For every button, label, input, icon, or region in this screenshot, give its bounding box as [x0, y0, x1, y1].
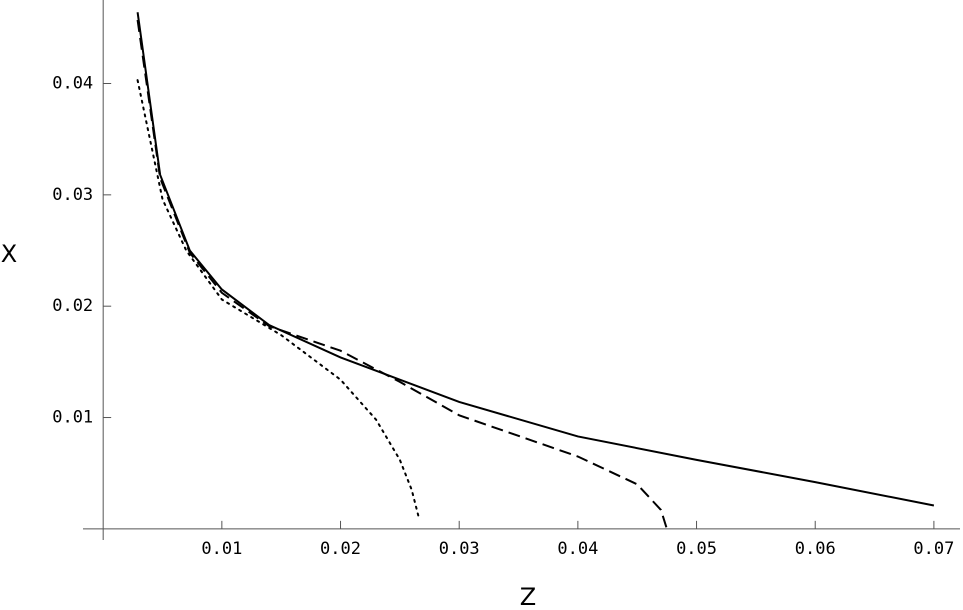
x-axis-title: Z: [520, 583, 536, 610]
x-tick-label: 0.04: [557, 539, 598, 559]
series-line: [136, 79, 420, 519]
x-tick-label: 0.05: [676, 539, 717, 559]
y-tick-label: 0.02: [52, 296, 93, 316]
y-tick-label: 0.04: [52, 74, 93, 94]
x-tick-label: 0.07: [913, 539, 954, 559]
x-tick-label: 0.06: [795, 539, 836, 559]
y-axis-title: X: [1, 240, 17, 268]
x-tick-label: 0.03: [439, 539, 480, 559]
x-tick-label: 0.02: [320, 539, 361, 559]
y-tick-label: 0.01: [52, 408, 93, 428]
x-tick-label: 0.01: [201, 539, 242, 559]
series-line: [136, 19, 668, 530]
y-tick-label: 0.03: [52, 185, 93, 205]
series-line: [136, 12, 935, 507]
